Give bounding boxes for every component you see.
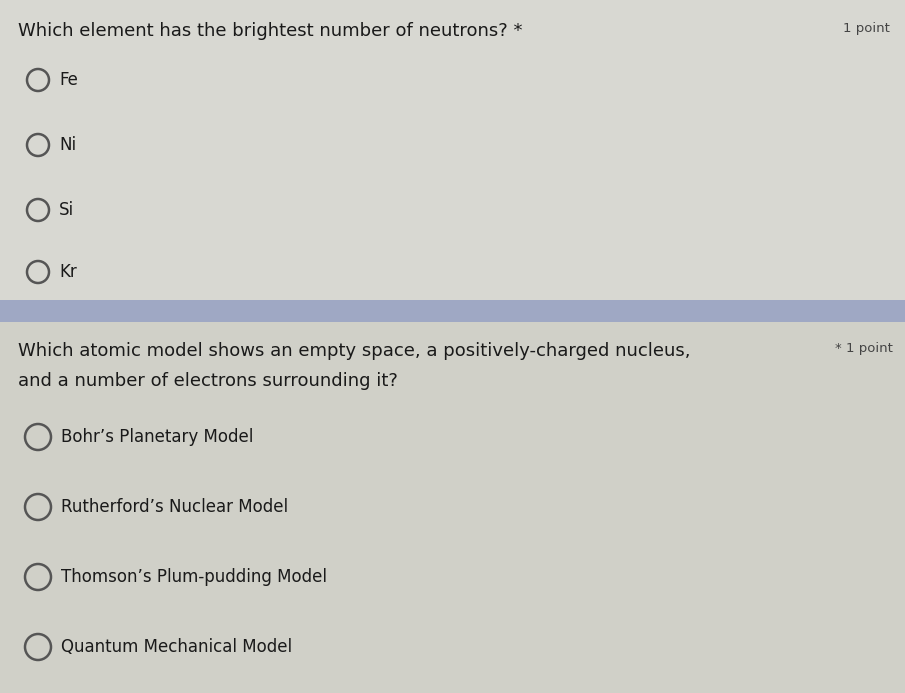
Text: Fe: Fe xyxy=(59,71,78,89)
Bar xyxy=(0,300,905,322)
Bar xyxy=(0,322,905,693)
Text: * 1 point: * 1 point xyxy=(835,342,893,355)
Text: Which atomic model shows an empty space, a positively-charged nucleus,: Which atomic model shows an empty space,… xyxy=(18,342,691,360)
Text: Si: Si xyxy=(59,201,74,219)
Text: Which element has the brightest number of neutrons? *: Which element has the brightest number o… xyxy=(18,22,522,40)
Text: Bohr’s Planetary Model: Bohr’s Planetary Model xyxy=(61,428,253,446)
Text: Ni: Ni xyxy=(59,136,76,154)
Text: and a number of electrons surrounding it?: and a number of electrons surrounding it… xyxy=(18,372,398,390)
Text: Kr: Kr xyxy=(59,263,77,281)
Text: 1 point: 1 point xyxy=(843,22,890,35)
Text: Thomson’s Plum-pudding Model: Thomson’s Plum-pudding Model xyxy=(61,568,327,586)
Text: Rutherford’s Nuclear Model: Rutherford’s Nuclear Model xyxy=(61,498,288,516)
Bar xyxy=(0,0,905,300)
Text: Quantum Mechanical Model: Quantum Mechanical Model xyxy=(61,638,292,656)
